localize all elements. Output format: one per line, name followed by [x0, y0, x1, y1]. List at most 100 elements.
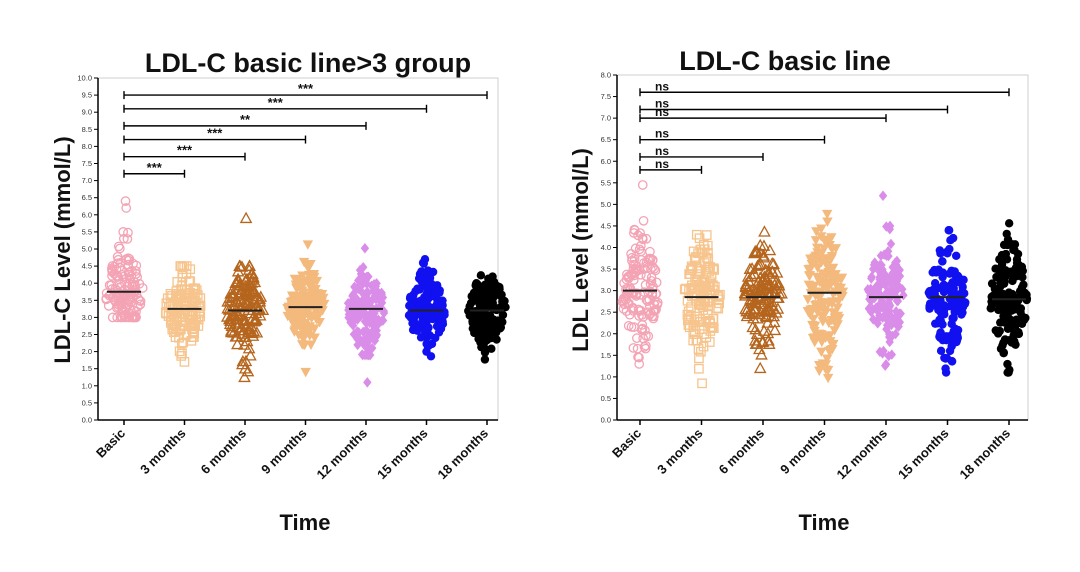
bracket-basic-vs-18-months: ***: [123, 81, 488, 100]
data-point: [305, 295, 317, 305]
data-point: [103, 301, 114, 311]
data-point: [622, 283, 633, 294]
data-point: [754, 289, 768, 301]
data-point: [757, 251, 770, 263]
data-point: [887, 349, 896, 360]
y-tick-label: 5.5: [601, 178, 611, 187]
data-point: [107, 284, 118, 294]
data-point: [1010, 305, 1019, 314]
data-point: [129, 285, 140, 296]
data-point: [250, 326, 264, 338]
data-point: [233, 259, 246, 271]
bracket-basic-vs-15-months: ns: [639, 97, 949, 114]
data-point: [169, 327, 179, 338]
data-point: [498, 310, 508, 320]
bracket-basic-vs-15-months: ***: [123, 95, 428, 113]
significance-label: ns: [655, 127, 669, 141]
data-point: [994, 285, 1003, 294]
chart-title: LDL-C basic line: [679, 46, 891, 76]
data-point: [470, 325, 479, 334]
data-point: [870, 257, 879, 268]
y-tick-label: 7.5: [82, 159, 92, 168]
data-point: [879, 300, 888, 311]
data-point: [679, 284, 690, 295]
data-point: [128, 312, 139, 323]
y-tick-label: 4.5: [601, 221, 611, 230]
data-point: [228, 295, 242, 308]
y-tick-label: 7.5: [601, 92, 611, 101]
data-point: [701, 230, 712, 240]
data-point: [245, 266, 258, 279]
data-point: [238, 338, 251, 350]
significance-label: ns: [655, 157, 669, 171]
data-point: [884, 350, 893, 362]
data-point: [639, 264, 649, 274]
data-point: [741, 303, 754, 315]
data-point: [475, 284, 484, 294]
data-point: [190, 321, 200, 331]
data-point: [379, 307, 389, 319]
data-point: [811, 243, 823, 254]
data-point: [758, 225, 771, 237]
data-point: [808, 258, 819, 268]
data-point: [468, 318, 477, 327]
bracket-basic-vs-9-months: ns: [639, 127, 826, 144]
data-point: [1007, 315, 1016, 325]
data-point: [752, 274, 766, 286]
y-axis: 0.0 0.5 1.0 1.5 2.0 2.5 3.0 3.5 4.0 4.5 5.0 5.5 6.0 6…: [601, 71, 618, 425]
series-18-months: [986, 219, 1032, 377]
y-tick-label: 1.5: [601, 351, 611, 360]
data-point: [703, 248, 713, 258]
data-point: [832, 311, 844, 322]
data-point: [641, 233, 652, 244]
data-point: [819, 257, 831, 267]
data-point: [120, 303, 130, 314]
data-point: [231, 274, 245, 287]
data-point: [362, 278, 371, 290]
data-point: [306, 300, 317, 310]
data-point: [493, 316, 503, 325]
data-point: [821, 236, 832, 247]
data-point: [187, 292, 197, 303]
data-point: [231, 337, 244, 350]
data-point: [945, 244, 954, 254]
data-point: [761, 316, 774, 328]
data-point: [688, 335, 699, 346]
y-tick-label: 8.5: [82, 125, 92, 134]
y-tick-label: 6.5: [601, 135, 611, 144]
data-point: [814, 360, 825, 371]
data-point: [817, 332, 829, 343]
data-point: [885, 224, 895, 235]
data-point: [1000, 335, 1010, 344]
data-point: [995, 326, 1004, 336]
data-point: [816, 311, 828, 322]
data-point: [318, 299, 330, 310]
data-point: [352, 302, 361, 313]
data-point: [997, 260, 1007, 269]
data-point: [221, 302, 234, 314]
data-point: [176, 351, 187, 361]
data-point: [377, 289, 386, 300]
data-point: [649, 311, 659, 322]
data-point: [363, 271, 372, 283]
y-tick-label: 1.0: [601, 372, 611, 381]
outlier-point: [363, 377, 372, 388]
data-point: [437, 302, 446, 311]
data-point: [822, 285, 833, 295]
data-point: [489, 277, 499, 287]
data-point: [418, 258, 428, 267]
significance-label: ns: [655, 97, 669, 111]
data-points: [617, 180, 1032, 389]
data-point: [691, 229, 702, 240]
data-point: [123, 253, 134, 264]
data-point: [225, 325, 238, 338]
data-point: [1009, 245, 1018, 255]
data-point: [682, 315, 693, 326]
data-point: [359, 334, 369, 345]
data-point: [882, 221, 891, 232]
data-point: [762, 334, 775, 346]
data-point: [119, 277, 130, 288]
data-point: [822, 373, 834, 384]
data-point: [353, 294, 362, 305]
data-point: [938, 320, 947, 329]
